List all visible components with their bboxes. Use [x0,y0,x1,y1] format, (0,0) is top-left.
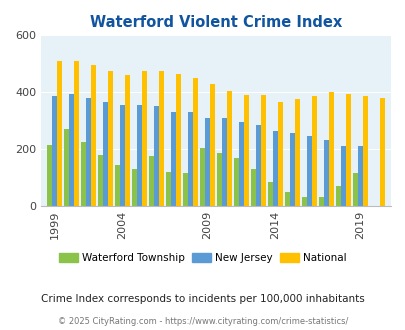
Bar [239,122,243,206]
Bar [260,95,265,206]
Bar [183,173,188,206]
Bar [285,192,289,206]
Bar [226,91,231,206]
Bar [273,131,277,206]
Bar [205,118,209,206]
Bar [306,136,311,206]
Bar [352,173,357,206]
Bar [222,118,226,206]
Bar [171,112,175,206]
Bar [335,186,340,206]
Bar [74,61,79,206]
Text: © 2025 CityRating.com - https://www.cityrating.com/crime-statistics/: © 2025 CityRating.com - https://www.city… [58,317,347,326]
Bar [120,105,125,206]
Bar [323,141,328,206]
Bar [294,99,299,206]
Bar [125,75,129,206]
Bar [57,61,62,206]
Bar [311,96,316,206]
Bar [289,133,294,206]
Bar [98,155,103,206]
Bar [217,153,222,206]
Bar [209,83,214,206]
Bar [302,197,306,206]
Text: Crime Index corresponds to incidents per 100,000 inhabitants: Crime Index corresponds to incidents per… [41,294,364,304]
Bar [234,157,239,206]
Bar [137,105,142,206]
Bar [200,148,205,206]
Bar [362,96,367,206]
Bar [154,106,158,206]
Bar [103,102,108,206]
Bar [91,65,96,206]
Bar [357,146,362,206]
Bar [52,96,57,206]
Title: Waterford Violent Crime Index: Waterford Violent Crime Index [90,15,341,30]
Bar [64,129,69,206]
Bar [108,71,113,206]
Bar [318,197,323,206]
Bar [340,146,345,206]
Bar [379,98,384,206]
Bar [192,78,197,206]
Bar [268,182,273,206]
Bar [115,165,120,206]
Bar [149,156,154,206]
Bar [345,94,350,206]
Bar [175,74,180,206]
Bar [256,125,260,206]
Bar [251,169,256,206]
Bar [158,71,163,206]
Bar [81,142,86,206]
Bar [142,71,146,206]
Bar [188,112,192,206]
Bar [69,94,74,206]
Bar [328,92,333,206]
Bar [166,172,171,206]
Bar [86,98,91,206]
Bar [132,169,137,206]
Legend: Waterford Township, New Jersey, National: Waterford Township, New Jersey, National [55,248,350,267]
Bar [47,145,52,206]
Bar [277,102,282,206]
Bar [243,95,248,206]
